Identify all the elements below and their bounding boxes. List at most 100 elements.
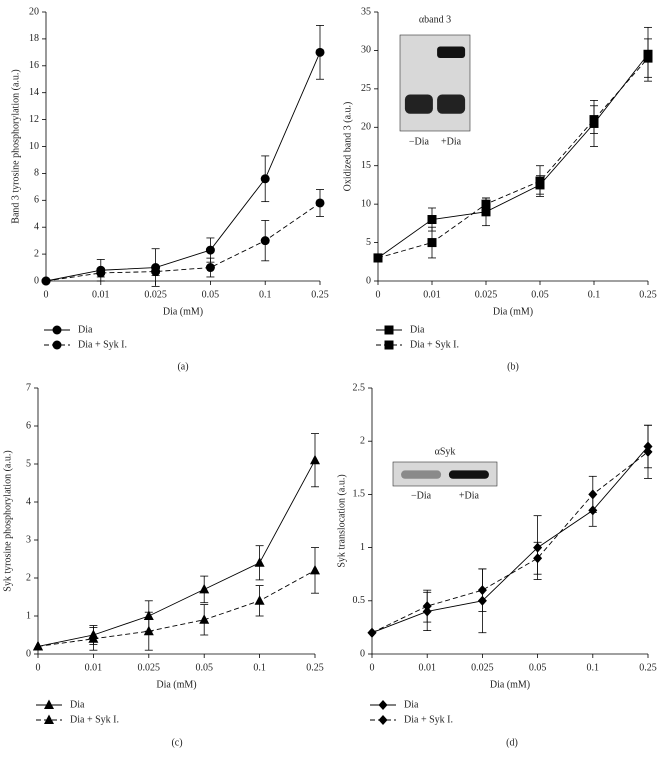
- legend-marker: [378, 700, 388, 710]
- marker: [310, 454, 320, 465]
- series-line: [377, 53, 649, 259]
- legend-label: Dia + Syk I.: [404, 714, 453, 725]
- y-tick-label: 5: [26, 458, 31, 469]
- x-tick-label: 0: [36, 662, 41, 673]
- y-axis-label: Band 3 tyrosine phosphorylation (a.u.): [10, 69, 21, 223]
- y-tick-label: 4: [34, 221, 39, 232]
- x-tick-label: 0.05: [202, 289, 220, 300]
- y-tick-label: 35: [361, 6, 371, 17]
- y-tick-label: 5: [366, 237, 371, 248]
- marker: [143, 625, 154, 636]
- x-tick-label: 0.01: [423, 289, 441, 300]
- x-tick-label: 0.1: [587, 662, 600, 673]
- marker: [254, 595, 265, 605]
- y-axis-label: Syk translocation (a.u.): [336, 474, 347, 567]
- marker: [643, 53, 653, 63]
- legend-marker: [44, 699, 54, 709]
- panel-label: (a): [177, 361, 188, 372]
- y-tick-label: 10: [29, 141, 39, 152]
- marker: [205, 263, 215, 273]
- x-tick-label: 0.01: [85, 662, 103, 673]
- marker: [88, 633, 99, 643]
- y-tick-label: 20: [29, 6, 39, 17]
- series-line: [371, 446, 649, 634]
- blot-band: [437, 46, 466, 59]
- x-axis-label: Dia (mM): [163, 306, 203, 317]
- y-tick-label: 0: [34, 275, 39, 286]
- y-tick-label: 20: [361, 122, 371, 133]
- marker: [481, 199, 491, 209]
- x-tick-label: 0.025: [471, 662, 494, 673]
- series-line: [45, 202, 321, 282]
- panel-label: (c): [171, 737, 182, 748]
- panel-label: (b): [507, 361, 519, 372]
- marker: [260, 174, 270, 184]
- y-tick-label: 30: [361, 45, 371, 56]
- legend-marker: [384, 325, 394, 335]
- blot-band: [448, 470, 489, 479]
- blot-band: [401, 470, 442, 479]
- marker: [315, 198, 325, 208]
- x-tick-label: 0.1: [253, 662, 266, 673]
- legend-marker: [52, 340, 62, 350]
- y-tick-label: 0: [26, 648, 31, 659]
- x-tick-label: 0.025: [475, 289, 498, 300]
- blot-band: [404, 94, 433, 114]
- marker: [315, 47, 325, 57]
- y-tick-label: 0: [360, 648, 365, 659]
- marker: [254, 557, 265, 567]
- y-tick-label: 10: [361, 198, 371, 209]
- marker: [96, 268, 106, 278]
- inset-label: +Dia: [459, 490, 480, 501]
- panel-label: (d): [506, 737, 518, 748]
- marker: [427, 215, 437, 225]
- y-tick-label: 2.5: [353, 382, 366, 393]
- y-tick-label: 6: [34, 195, 39, 206]
- marker: [427, 238, 437, 248]
- x-tick-label: 0.25: [639, 662, 657, 673]
- marker: [588, 489, 598, 500]
- marker: [205, 245, 215, 255]
- legend-marker: [44, 714, 54, 724]
- x-axis-label: Dia (mM): [490, 679, 530, 690]
- x-tick-label: 0.1: [588, 289, 601, 300]
- inset-title: αSyk: [435, 446, 456, 457]
- marker: [643, 446, 653, 457]
- series-line: [37, 570, 316, 647]
- y-tick-label: 0: [366, 275, 371, 286]
- x-tick-label: 0.05: [195, 662, 213, 673]
- legend-label: Dia + Syk I.: [70, 714, 119, 725]
- x-axis-label: Dia (mM): [493, 306, 533, 317]
- legend-label: Dia: [404, 699, 419, 710]
- x-tick-label: 0.01: [418, 662, 436, 673]
- series-line: [37, 459, 316, 647]
- y-tick-label: 8: [34, 168, 39, 179]
- x-tick-label: 0.025: [138, 662, 161, 673]
- x-tick-label: 0.25: [311, 289, 329, 300]
- x-tick-label: 0.025: [144, 289, 167, 300]
- marker: [533, 553, 543, 564]
- inset-label: +Dia: [441, 136, 462, 147]
- y-tick-label: 1: [360, 542, 365, 553]
- y-tick-label: 2: [26, 572, 31, 583]
- y-tick-label: 3: [26, 534, 31, 545]
- series-line: [45, 52, 321, 282]
- y-tick-label: 0.5: [353, 595, 366, 606]
- marker: [481, 207, 491, 217]
- marker: [422, 601, 432, 612]
- y-tick-label: 18: [29, 33, 39, 44]
- y-tick-label: 12: [29, 114, 39, 125]
- marker: [199, 614, 210, 624]
- y-tick-label: 4: [26, 496, 31, 507]
- legend-marker: [384, 340, 394, 350]
- x-tick-label: 0: [370, 662, 375, 673]
- series-line: [377, 57, 649, 259]
- marker: [151, 267, 161, 277]
- y-tick-label: 1: [26, 610, 31, 621]
- y-tick-label: 16: [29, 60, 39, 71]
- marker: [260, 236, 270, 246]
- marker: [33, 640, 43, 651]
- x-tick-label: 0.05: [531, 289, 549, 300]
- legend-label: Dia + Syk I.: [410, 339, 459, 350]
